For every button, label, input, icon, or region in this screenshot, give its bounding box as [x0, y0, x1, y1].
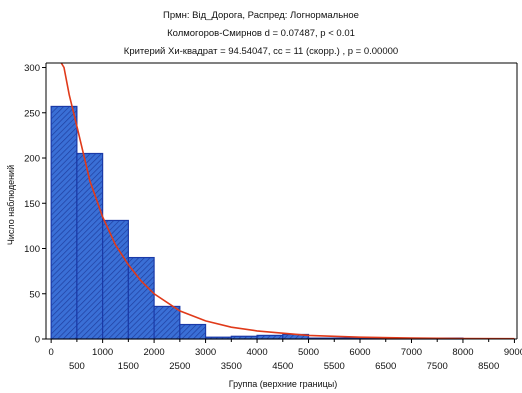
- x-tick-label-row2-7: 7500: [427, 361, 448, 372]
- x-tick-label-row1-9: 9000: [504, 347, 522, 358]
- bars-group: [50, 105, 464, 340]
- histogram-bar-8: [256, 334, 284, 340]
- x-tick-label-row2-6: 6500: [375, 361, 396, 372]
- x-tick-label-row2-5: 5500: [324, 361, 345, 372]
- y-tick-label-1: 50: [29, 289, 40, 300]
- x-tick-label-row1-4: 4000: [246, 347, 267, 358]
- chart-title-line-2: Колмогоров-Смирнов d = 0.07487, p < 0.01: [167, 28, 355, 39]
- histogram-bar-4: [153, 305, 181, 340]
- y-tick-label-6: 300: [24, 63, 40, 74]
- x-tick-label-row2-4: 4500: [272, 361, 293, 372]
- y-tick-label-2: 100: [24, 244, 40, 255]
- x-tick-label-row1-1: 1000: [92, 347, 113, 358]
- chart-title-line-3: Критерий Хи-квадрат = 94.54047, cc = 11 …: [123, 46, 399, 57]
- histogram-bar-0: [50, 105, 78, 340]
- x-tick-label-row2-3: 3500: [221, 361, 242, 372]
- x-tick-label-row1-8: 8000: [452, 347, 473, 358]
- x-tick-label-row1-2: 2000: [144, 347, 165, 358]
- y-tick-label-0: 0: [35, 335, 40, 346]
- histogram-bar-2: [102, 219, 129, 340]
- y-tick-label-3: 150: [24, 199, 40, 210]
- chart-title-line-1: Прмн: Вiд_Дорога, Распред: Логнормальное: [163, 10, 359, 21]
- x-tick-label-row2-0: 500: [69, 361, 85, 372]
- x-tick-label-row2-1: 1500: [118, 361, 139, 372]
- x-tick-label-row1-5: 5000: [298, 347, 319, 358]
- x-tick-label-row1-6: 6000: [349, 347, 370, 358]
- x-tick-label-row1-7: 7000: [401, 347, 422, 358]
- y-tick-label-4: 200: [24, 154, 40, 165]
- x-tick-label-row1-0: 0: [48, 347, 53, 358]
- x-tick-label-row1-3: 3000: [195, 347, 216, 358]
- x-axis-title: Группа (верхние границы): [229, 379, 338, 389]
- x-tick-label-row2-8: 8500: [478, 361, 499, 372]
- y-axis-title: Число наблюдений: [6, 165, 16, 245]
- x-tick-label-row2-2: 2500: [169, 361, 190, 372]
- y-tick-label-5: 250: [24, 108, 40, 119]
- lognormal-fit-curve: [60, 63, 515, 339]
- histogram-bar-5: [179, 323, 207, 340]
